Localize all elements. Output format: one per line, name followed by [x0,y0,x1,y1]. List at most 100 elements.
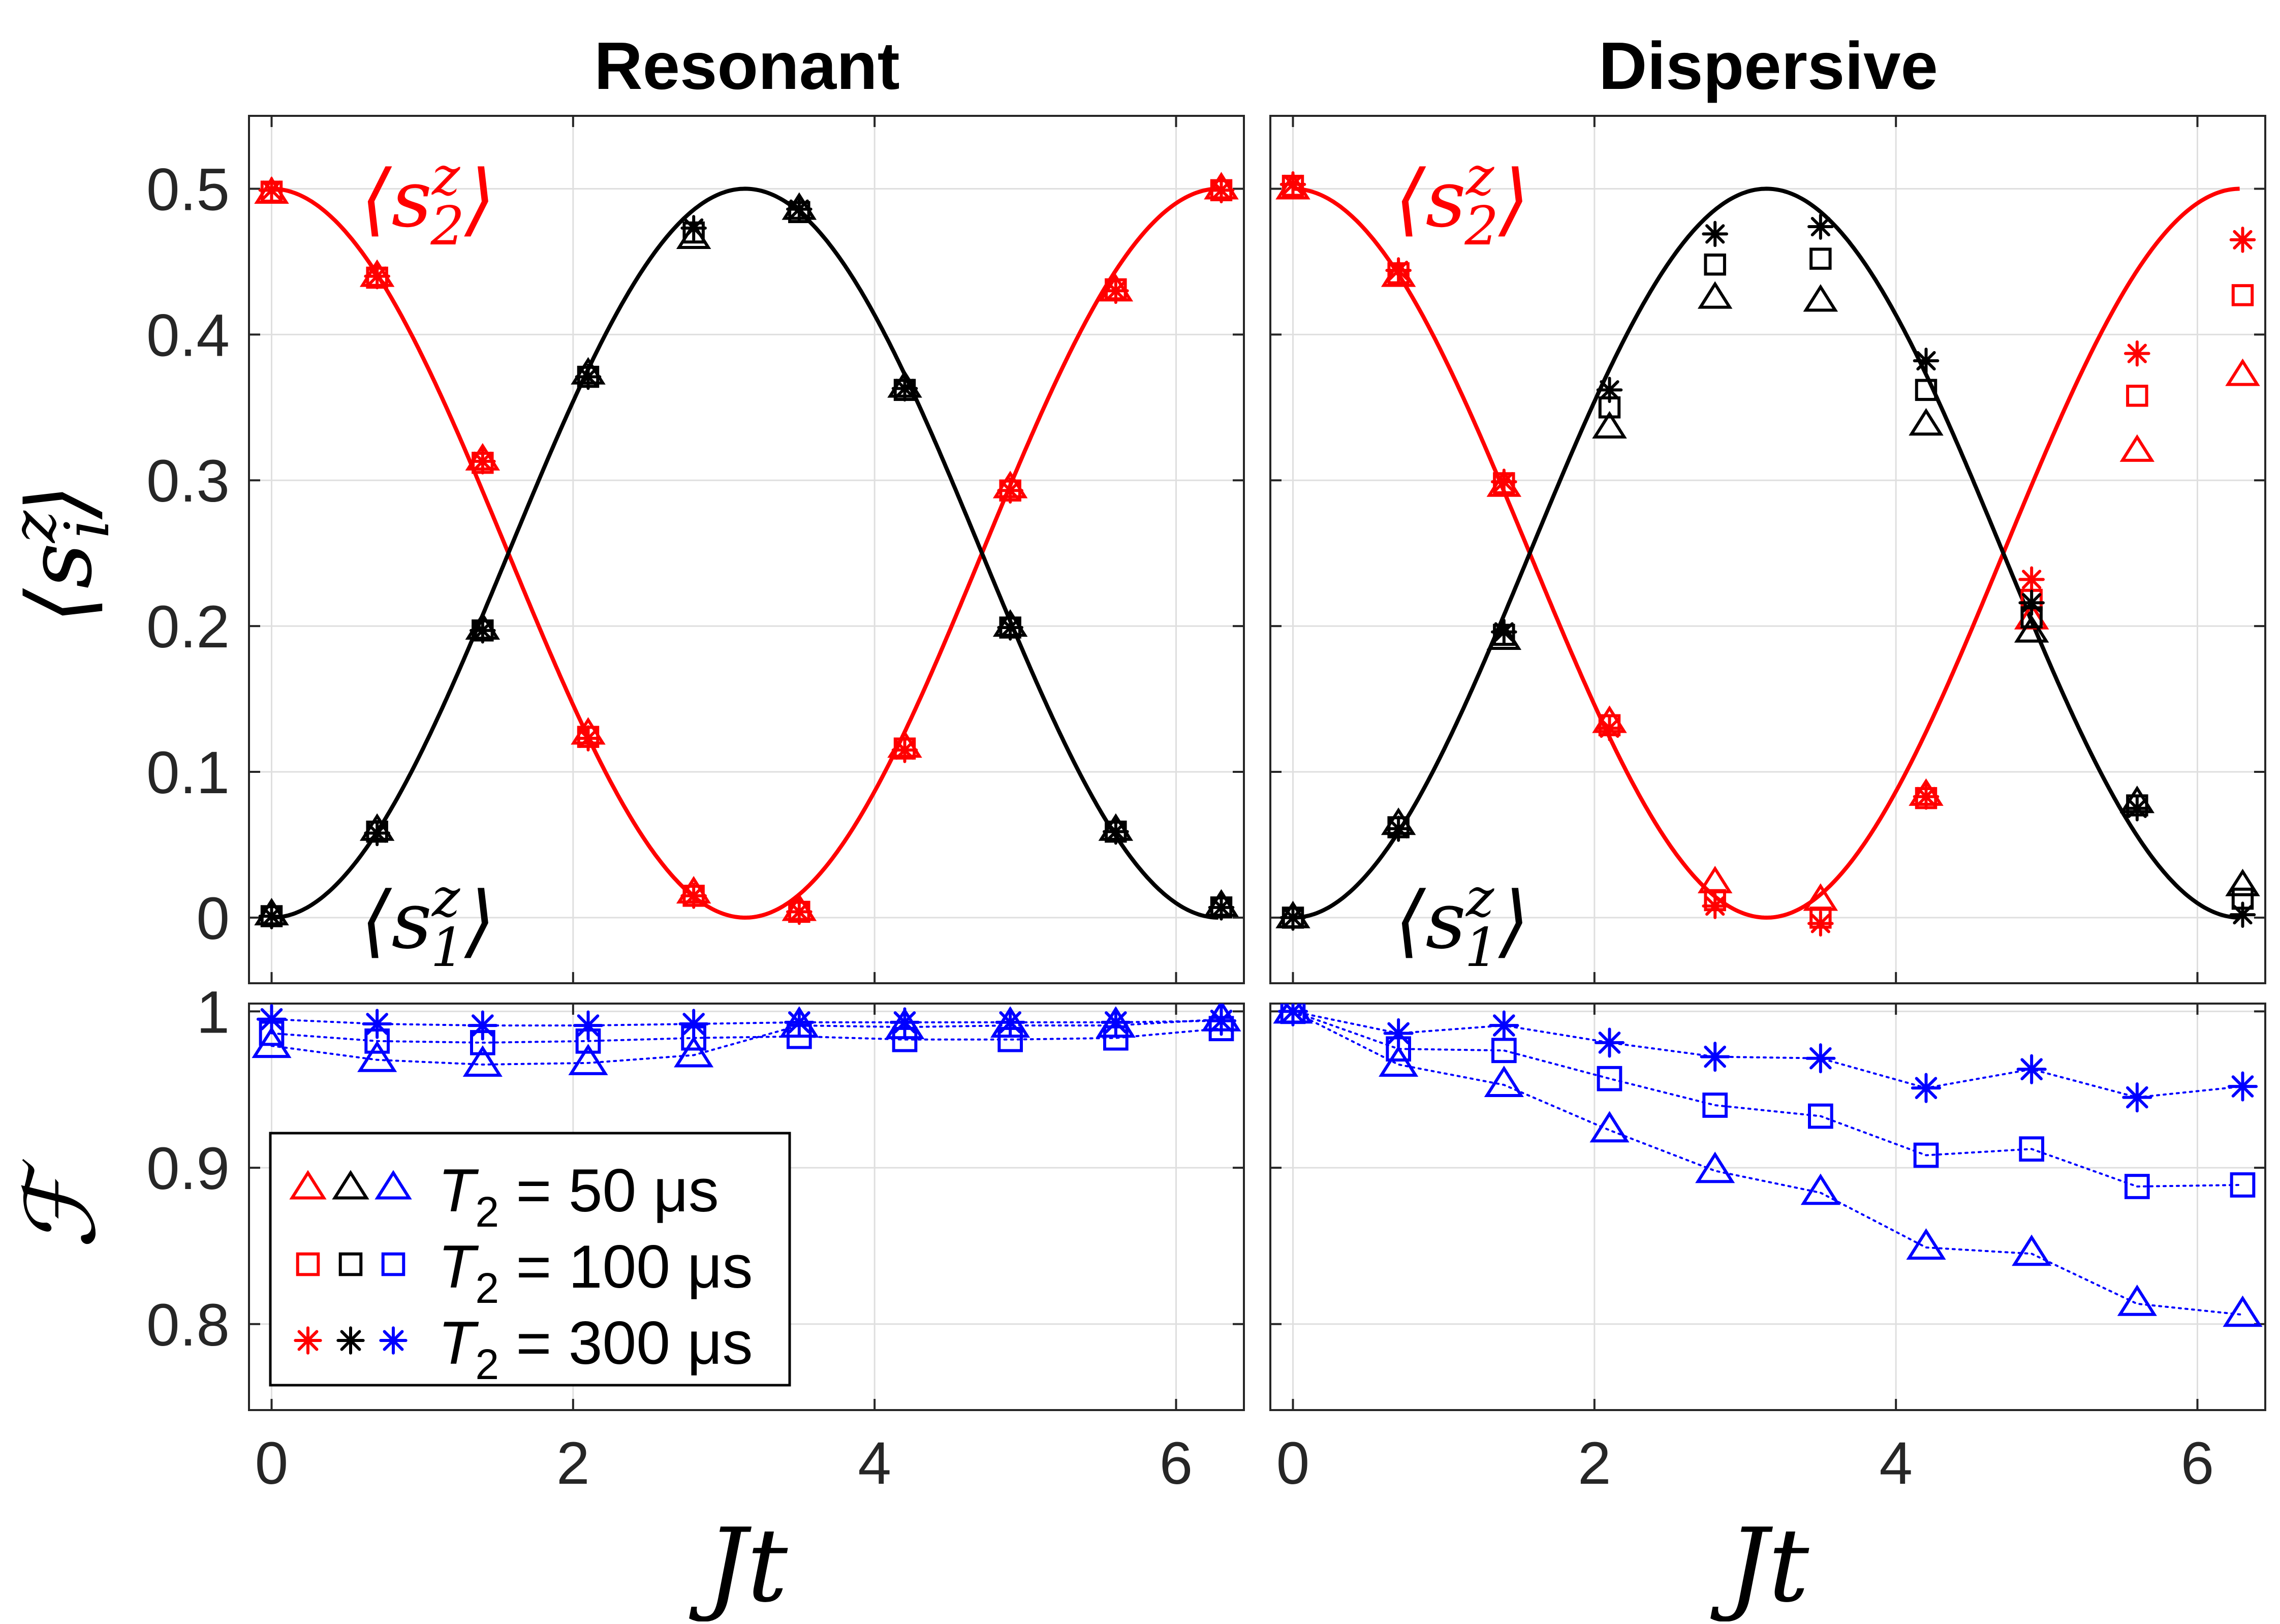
data-point [1700,1042,1730,1072]
data-point [1491,469,1517,495]
data-point [2126,385,2148,407]
legend-entry-label: T2 = 300 μs [438,1309,753,1388]
data-point [575,363,602,390]
data-point [1695,1151,1735,1183]
data-point [1489,1010,1519,1041]
data-point [1208,177,1235,204]
legend-marker [336,1326,365,1355]
data-point [1381,259,1416,287]
svg-text:⟨sz2⟩: ⟨sz 2⟩ [361,145,495,257]
theory-curve [271,186,1219,920]
series-line [1292,1010,2244,1099]
data-point [1913,783,1940,810]
data-point [1279,171,1306,198]
data-point [2225,358,2260,386]
annotation-s1-dispersive: ⟨sz 1⟩ [1395,867,1529,979]
series-line [1292,1010,2244,1188]
data-point [1208,894,1235,921]
data-point [1589,1111,1630,1143]
data-point [997,477,1023,504]
annotation-s2-resonant: ⟨sz 2⟩ [361,145,495,257]
data-point [1277,1004,1308,1026]
data-point [1101,1007,1131,1038]
data-point [1486,469,1522,497]
data-point [885,1008,925,1040]
data-point [1702,221,1728,247]
data-point [1596,377,1623,403]
x-tick-label: 4 [1879,1430,1913,1497]
y-tick-label: 0.8 [146,1292,230,1359]
data-point [786,898,813,925]
fidelity-ylabel: ℱ [5,1159,117,1250]
data-point [2117,1284,2157,1316]
data-point [256,1004,287,1035]
data-point [1911,1073,1942,1103]
data-point [680,215,707,241]
theory-curve [1293,186,2240,920]
data-point [357,1040,397,1072]
data-point [2016,1054,2047,1084]
title-dispersive: Dispersive [1599,28,1938,103]
data-point [1807,1103,1833,1129]
data-point [1486,622,1522,650]
data-point [1592,411,1627,439]
data-point [470,617,496,644]
legend-marker [332,1170,369,1200]
data-point [997,614,1023,641]
data-point [674,1036,714,1068]
data-point [1383,1018,1414,1049]
plot-area [252,1004,1241,1077]
legend-marker [381,1252,405,1276]
y-tick-label: 0.3 [146,448,230,515]
data-point [2124,1174,2150,1199]
legend-marker [379,1326,408,1355]
plot-area [1273,1004,2263,1327]
legend-marker [338,1252,363,1276]
data-point [2229,227,2256,253]
plot-area [254,172,1239,929]
data-point [1103,818,1129,845]
panel-dispersive-spin [1269,115,2266,984]
series-line [270,1027,1223,1044]
data-point [1807,213,1834,240]
data-point [470,448,496,475]
data-point [462,1045,503,1077]
data-point [568,1044,608,1075]
x-tick-label: 6 [1160,1430,1193,1497]
data-point [1906,1228,1946,1260]
data-point [891,375,918,402]
legend-marker [294,1326,322,1355]
data-point [2231,284,2254,306]
y-tick-label: 0.1 [146,739,230,806]
plot-area [1275,171,2260,937]
legend-entry-label: T2 = 100 μs [438,1233,753,1312]
panel-dispersive-fidelity: 0 2 4 6 [1269,1003,2266,1497]
data-point [364,820,390,847]
y-tick-label: 0.2 [146,594,230,661]
legend-entry-label: T2 = 50 μs [438,1157,719,1236]
y-tick-label: 0 [196,885,230,952]
annotation-s1-resonant: ⟨sz 1⟩ [361,867,495,979]
data-point [891,737,918,763]
data-point [2230,1172,2256,1198]
svg-text:⟨sz1⟩: ⟨sz 1⟩ [361,867,495,979]
legend-marker [289,1170,327,1200]
data-point [1915,379,1938,401]
data-point [1704,253,1726,276]
annotation-s2-dispersive: ⟨sz 2⟩ [1395,145,1529,257]
data-point [2018,566,2045,593]
x-tick-label: 0 [1276,1430,1310,1497]
data-point [1805,1043,1836,1074]
data-point [1800,1173,1840,1205]
axes-box [1269,1003,2266,1411]
data-point [2014,615,2049,643]
theory-curve [271,186,1219,920]
data-point [2012,1234,2052,1266]
data-point [362,1009,392,1039]
data-point [573,1010,604,1041]
panel-resonant-spin: 0 0.1 0.2 0.3 0.4 0.5 [146,115,1245,984]
svg-text:⟨sz2⟩: ⟨sz 2⟩ [1395,145,1529,257]
data-point [1803,284,1838,312]
